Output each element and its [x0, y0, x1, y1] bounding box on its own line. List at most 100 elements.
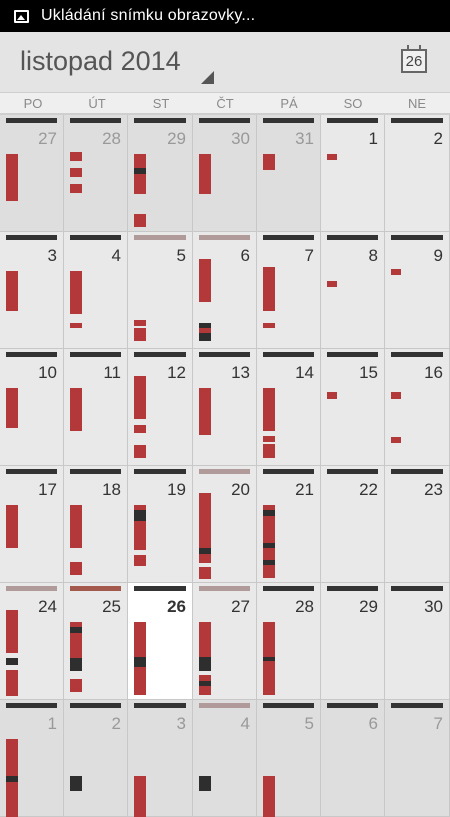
event-bar[interactable] — [263, 548, 275, 560]
event-bar[interactable] — [70, 388, 82, 431]
event-bar[interactable] — [70, 633, 82, 658]
day-cell-week-row-4-sun[interactable]: 23 — [385, 466, 450, 583]
event-bar[interactable] — [199, 536, 211, 548]
event-bar[interactable] — [263, 323, 275, 328]
event-bar[interactable] — [70, 627, 82, 633]
event-bar[interactable] — [134, 510, 146, 521]
event-bar[interactable] — [199, 154, 211, 194]
day-cell-week-row-4-tue[interactable]: 18 — [64, 466, 128, 583]
day-cell-week-row-1-thu[interactable]: 30 — [193, 115, 257, 232]
event-bar[interactable] — [134, 214, 146, 227]
day-cell-week-row-6-wed[interactable]: 3 — [128, 700, 193, 817]
calendar-today-icon[interactable]: 26 — [401, 45, 427, 73]
event-bar[interactable] — [263, 622, 275, 657]
event-bar[interactable] — [70, 168, 82, 177]
event-bar[interactable] — [327, 154, 337, 160]
day-cell-week-row-4-wed[interactable]: 19 — [128, 466, 193, 583]
event-bar[interactable] — [6, 154, 18, 201]
event-bar[interactable] — [263, 565, 275, 578]
day-cell-week-row-3-mon[interactable]: 10 — [0, 349, 64, 466]
event-bar[interactable] — [199, 622, 211, 657]
event-bar[interactable] — [134, 622, 146, 657]
event-bar[interactable] — [327, 392, 337, 399]
event-bar[interactable] — [134, 174, 146, 194]
day-cell-week-row-2-sat[interactable]: 8 — [321, 232, 385, 349]
event-bar[interactable] — [263, 543, 275, 548]
event-bar[interactable] — [134, 657, 146, 668]
event-bar[interactable] — [6, 610, 18, 653]
day-cell-week-row-5-tue[interactable]: 25 — [64, 583, 128, 700]
event-bar[interactable] — [199, 567, 211, 579]
day-cell-week-row-3-tue[interactable]: 11 — [64, 349, 128, 466]
event-bar[interactable] — [199, 493, 211, 536]
day-cell-week-row-5-sun[interactable]: 30 — [385, 583, 450, 700]
day-cell-week-row-1-fri[interactable]: 31 — [257, 115, 321, 232]
day-cell-week-row-2-fri[interactable]: 7 — [257, 232, 321, 349]
day-cell-week-row-3-thu[interactable]: 13 — [193, 349, 257, 466]
event-bar[interactable] — [134, 168, 146, 174]
event-bar[interactable] — [199, 333, 211, 341]
event-bar[interactable] — [263, 267, 275, 311]
event-bar[interactable] — [70, 679, 82, 692]
event-bar[interactable] — [134, 776, 146, 817]
event-bar[interactable] — [263, 516, 275, 543]
day-cell-week-row-3-sun[interactable]: 16 — [385, 349, 450, 466]
event-bar[interactable] — [199, 259, 211, 302]
day-cell-week-row-1-wed[interactable]: 29 — [128, 115, 193, 232]
day-cell-week-row-3-sat[interactable]: 15 — [321, 349, 385, 466]
event-bar[interactable] — [134, 328, 146, 341]
day-cell-week-row-6-sat[interactable]: 6 — [321, 700, 385, 817]
day-cell-week-row-2-wed[interactable]: 5 — [128, 232, 193, 349]
day-cell-week-row-1-tue[interactable]: 28 — [64, 115, 128, 232]
event-bar[interactable] — [199, 686, 211, 695]
day-cell-week-row-6-sun[interactable]: 7 — [385, 700, 450, 817]
event-bar[interactable] — [70, 776, 82, 791]
event-bar[interactable] — [134, 425, 146, 433]
event-bar[interactable] — [199, 681, 211, 686]
event-bar[interactable] — [6, 505, 18, 548]
event-bar[interactable] — [263, 776, 275, 817]
day-cell-week-row-5-fri[interactable]: 28 — [257, 583, 321, 700]
event-bar[interactable] — [199, 323, 211, 328]
day-cell-week-row-5-mon[interactable]: 24 — [0, 583, 64, 700]
event-bar[interactable] — [391, 269, 401, 275]
event-bar[interactable] — [70, 152, 82, 161]
day-cell-week-row-1-sun[interactable]: 2 — [385, 115, 450, 232]
event-bar[interactable] — [6, 776, 18, 782]
event-bar[interactable] — [6, 658, 18, 665]
event-bar[interactable] — [70, 622, 82, 628]
day-cell-week-row-2-sun[interactable]: 9 — [385, 232, 450, 349]
day-cell-week-row-4-thu[interactable]: 20 — [193, 466, 257, 583]
event-bar[interactable] — [263, 444, 275, 458]
day-cell-week-row-2-thu[interactable]: 6 — [193, 232, 257, 349]
event-bar[interactable] — [6, 388, 18, 428]
event-bar[interactable] — [391, 437, 401, 443]
event-bar[interactable] — [134, 555, 146, 566]
event-bar[interactable] — [70, 323, 82, 328]
event-bar[interactable] — [263, 510, 275, 516]
event-bar[interactable] — [263, 505, 275, 511]
event-bar[interactable] — [70, 184, 82, 193]
day-cell-week-row-2-mon[interactable]: 3 — [0, 232, 64, 349]
event-bar[interactable] — [134, 445, 146, 458]
event-bar[interactable] — [70, 658, 82, 671]
event-bar[interactable] — [134, 376, 146, 419]
day-cell-week-row-6-tue[interactable]: 2 — [64, 700, 128, 817]
day-cell-week-row-5-wed[interactable]: 26 — [128, 583, 193, 700]
event-bar[interactable] — [391, 392, 401, 399]
event-bar[interactable] — [6, 271, 18, 311]
event-bar[interactable] — [263, 661, 275, 695]
day-cell-week-row-1-sat[interactable]: 1 — [321, 115, 385, 232]
day-cell-week-row-4-mon[interactable]: 17 — [0, 466, 64, 583]
event-bar[interactable] — [6, 739, 18, 776]
day-cell-week-row-4-fri[interactable]: 21 — [257, 466, 321, 583]
event-bar[interactable] — [70, 562, 82, 575]
event-bar[interactable] — [134, 154, 146, 168]
event-bar[interactable] — [134, 505, 146, 511]
day-cell-week-row-6-thu[interactable]: 4 — [193, 700, 257, 817]
event-bar[interactable] — [327, 281, 337, 287]
event-bar[interactable] — [6, 670, 18, 696]
event-bar[interactable] — [263, 436, 275, 442]
day-cell-week-row-5-thu[interactable]: 27 — [193, 583, 257, 700]
event-bar[interactable] — [134, 320, 146, 326]
